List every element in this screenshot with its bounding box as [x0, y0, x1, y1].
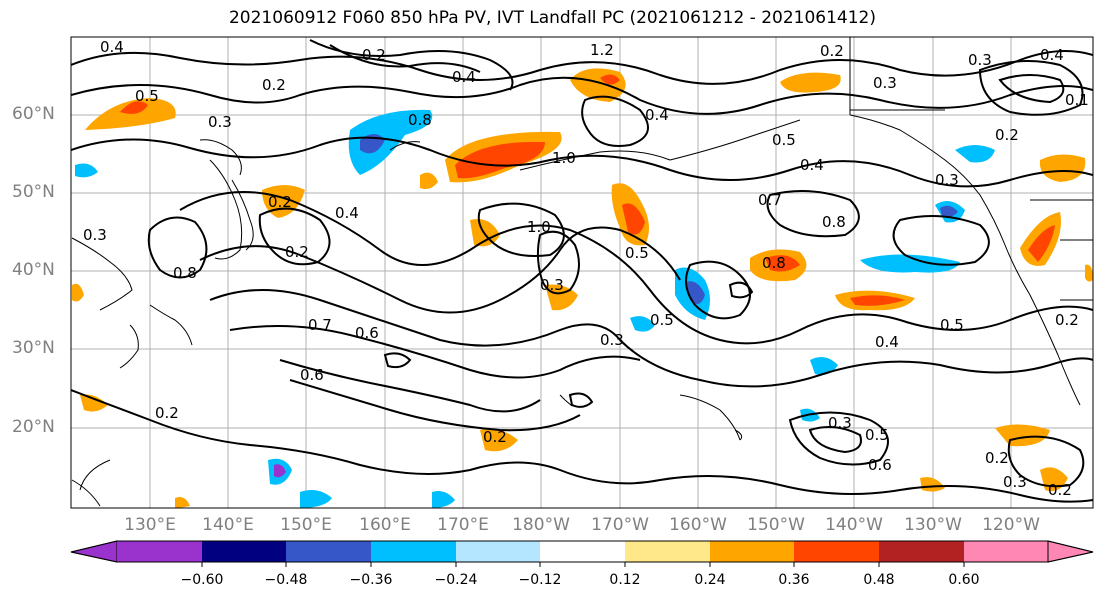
lat-label-30n: 30°N: [12, 338, 55, 358]
contour-labels: 0.4 0.2 0.5 0.3 0.8 1.2 0.4 0.2 0.3 0.4 …: [83, 38, 1089, 499]
colorbar-tick-label: −0.24: [434, 572, 478, 588]
colorbar-segment-8: [794, 541, 879, 562]
lon-label-150e: 150°E: [280, 515, 332, 535]
svg-text:1.2: 1.2: [590, 41, 614, 59]
colorbar-tick-label: −0.12: [518, 572, 562, 588]
lon-label-120w: 120°W: [982, 515, 1040, 535]
colorbar-segment-9: [879, 541, 964, 562]
svg-text:0.3: 0.3: [1003, 473, 1027, 491]
svg-text:0.8: 0.8: [408, 111, 432, 129]
svg-text:0.8: 0.8: [173, 264, 197, 282]
svg-text:0.3: 0.3: [540, 276, 564, 294]
lat-label-60n: 60°N: [12, 104, 55, 124]
svg-text:0.2: 0.2: [285, 243, 309, 261]
svg-text:0.3: 0.3: [873, 74, 897, 92]
svg-text:1.0: 1.0: [552, 149, 576, 167]
svg-text:0.2: 0.2: [995, 126, 1019, 144]
svg-text:0.4: 0.4: [452, 68, 476, 86]
svg-text:0.5: 0.5: [625, 244, 649, 262]
colorbar-segment-10b: [1047, 540, 1094, 563]
colorbar-segment-0: [70, 540, 118, 563]
colorbar-segment-3: [371, 541, 456, 562]
svg-text:0.2: 0.2: [362, 46, 386, 64]
svg-text:0.3: 0.3: [935, 171, 959, 189]
svg-text:0.7: 0.7: [758, 191, 782, 209]
lon-label-140w: 140°W: [825, 515, 883, 535]
svg-text:0.5: 0.5: [135, 87, 159, 105]
svg-text:0.3: 0.3: [968, 51, 992, 69]
colorbar-segment-7: [710, 541, 794, 562]
lon-label-130e: 130°E: [124, 515, 176, 535]
colorbar-tick-label: 0.48: [863, 572, 895, 588]
lon-label-160e: 160°E: [359, 515, 411, 535]
lon-label-140e: 140°E: [202, 515, 254, 535]
svg-text:0.4: 0.4: [335, 204, 359, 222]
lat-label-40n: 40°N: [12, 260, 55, 280]
svg-text:0.6: 0.6: [355, 324, 379, 342]
svg-text:0.7: 0.7: [308, 316, 332, 334]
colorbar-tick-label: 0.24: [694, 572, 726, 588]
pv-contours: [71, 39, 1093, 503]
svg-text:0.2: 0.2: [483, 428, 507, 446]
pv-shading: [72, 68, 1093, 508]
colorbar-tick-label: −0.60: [180, 572, 224, 588]
svg-text:0.6: 0.6: [868, 456, 892, 474]
svg-text:0.8: 0.8: [762, 254, 786, 272]
svg-text:0.3: 0.3: [208, 113, 232, 131]
svg-text:0.4: 0.4: [100, 38, 124, 56]
svg-text:0.5: 0.5: [772, 131, 796, 149]
map-title: 2021060912 F060 850 hPa PV, IVT Landfall…: [228, 8, 876, 28]
svg-text:0.4: 0.4: [1040, 46, 1064, 64]
svg-text:0.6: 0.6: [300, 366, 324, 384]
lon-label-130w: 130°W: [904, 515, 962, 535]
colorbar-segment-4: [456, 541, 540, 562]
colorbar-segment-0b: [117, 541, 202, 562]
lon-label-180w: 180°W: [512, 515, 570, 535]
colorbar-tick-label: −0.36: [349, 572, 393, 588]
svg-text:1.0: 1.0: [527, 218, 551, 236]
colorbar-tick-label: 0.60: [948, 572, 980, 588]
map-border: [70, 36, 1094, 509]
colorbar-segment-10: [964, 541, 1048, 562]
colorbar-segment-1: [202, 541, 286, 562]
colorbar-segment-5: [540, 541, 625, 562]
lat-label-20n: 20°N: [12, 417, 55, 437]
svg-text:0.2: 0.2: [820, 42, 844, 60]
colorbar-tick-label: 0.36: [778, 572, 810, 588]
svg-text:0.3: 0.3: [828, 414, 852, 432]
colorbar-tick-label: −0.48: [264, 572, 308, 588]
svg-text:0.4: 0.4: [645, 106, 669, 124]
svg-text:0.1: 0.1: [1065, 91, 1089, 109]
lon-label-170e: 170°E: [437, 515, 489, 535]
colorbar: [70, 540, 1094, 567]
colorbar-segment-2: [286, 541, 371, 562]
colorbar-tick-label: 0.12: [609, 572, 641, 588]
colorbar-outline: [70, 540, 1094, 563]
svg-text:0.2: 0.2: [268, 193, 292, 211]
svg-text:0.5: 0.5: [940, 316, 964, 334]
svg-text:0.2: 0.2: [1055, 311, 1079, 329]
svg-text:0.5: 0.5: [650, 311, 674, 329]
svg-text:0.3: 0.3: [600, 331, 624, 349]
svg-text:0.8: 0.8: [822, 213, 846, 231]
lon-label-170w: 170°W: [591, 515, 649, 535]
svg-text:0.2: 0.2: [155, 404, 179, 422]
svg-text:0.5: 0.5: [865, 426, 889, 444]
coastlines: [71, 37, 1093, 507]
lon-label-160w: 160°W: [669, 515, 727, 535]
svg-text:0.3: 0.3: [83, 226, 107, 244]
colorbar-segment-6: [625, 541, 710, 562]
lon-label-150w: 150°W: [747, 515, 805, 535]
svg-text:0.4: 0.4: [875, 333, 899, 351]
lat-label-50n: 50°N: [12, 182, 55, 202]
svg-text:0.4: 0.4: [800, 156, 824, 174]
svg-text:0.2: 0.2: [262, 76, 286, 94]
svg-text:0.2: 0.2: [985, 449, 1009, 467]
svg-text:0.2: 0.2: [1048, 481, 1072, 499]
